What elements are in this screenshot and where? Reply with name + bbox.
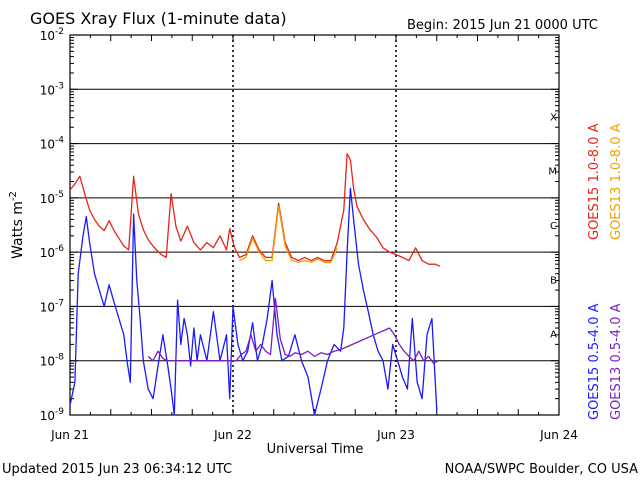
y-tick-base: 10 [40,355,55,369]
credit: NOAA/SWPC Boulder, CO USA [445,462,638,477]
y-tick-label: 10-2 [40,27,64,43]
y-tick-base: 10 [40,29,55,43]
y-axis: 10-910-810-710-610-510-410-310-2 [40,27,559,423]
updated-time: Updated 2015 Jun 23 06:34:12 UTC [2,462,232,477]
y-tick-base: 10 [40,246,55,260]
y-axis-title-sup: -2 [8,191,19,201]
y-tick-label: 10-7 [40,298,64,314]
y-tick-base: 10 [40,83,55,97]
y-tick-base: 10 [40,300,55,314]
x-axis-title: Universal Time [267,442,364,457]
y-tick-label: 10-3 [40,81,64,97]
y-axis-title-text: Watts m [10,201,26,259]
flare-class-labels: A B C M X [548,112,557,340]
begin-time: Begin: 2015 Jun 21 0000 UTC [407,18,598,33]
flare-class-x: X [550,112,557,123]
svg-text:Watts m-2: Watts m-2 [8,191,26,259]
legend-entry-1: GOES15 1.0-8.0 A [587,123,602,240]
gridlines [70,35,559,415]
legend-entry-3: GOES15 0.5-4.0 A [587,303,602,420]
y-tick-label: 10-6 [40,244,65,260]
y-tick-base: 10 [40,192,55,206]
y-axis-title: Watts m-2 [8,191,26,259]
series-line-4 [147,297,439,364]
y-tick-exponent: -3 [55,81,64,91]
x-tick-label: Jun 24 [539,428,578,442]
legend: GOES15 1.0-8.0 A GOES13 1.0-8.0 A GOES15 0… [587,123,624,420]
legend-entry-2: GOES13 1.0-8.0 A [609,123,624,240]
y-tick-base: 10 [40,138,55,152]
y-tick-exponent: -4 [55,136,64,146]
y-tick-base: 10 [40,409,55,423]
legend-entry-4: GOES13 0.5-4.0 A [609,303,624,420]
y-tick-exponent: -2 [55,27,64,37]
y-tick-exponent: -6 [55,244,64,254]
flare-class-c: C [550,221,557,232]
y-tick-exponent: -7 [55,298,64,308]
y-tick-label: 10-4 [40,136,65,152]
y-tick-exponent: -8 [55,353,64,363]
x-tick-label: Jun 23 [376,428,415,442]
chart-title: GOES Xray Flux (1-minute data) [30,9,287,28]
flare-class-a: A [550,330,557,341]
series-lines [69,153,441,416]
x-axis: Jun 21 Jun 22 Jun 23 Jun 24 [50,35,578,442]
flare-class-b: B [550,275,557,286]
flare-class-m: M [548,167,557,178]
y-tick-exponent: -5 [55,190,64,200]
y-tick-label: 10-8 [40,353,65,369]
series-line-3 [69,187,438,416]
series-line-1 [69,153,441,267]
series-line-2 [239,205,338,263]
y-tick-label: 10-5 [40,190,64,206]
x-tick-label: Jun 21 [50,428,89,442]
y-tick-label: 10-9 [40,407,65,423]
y-tick-exponent: -9 [55,407,64,417]
x-tick-label: Jun 22 [213,428,252,442]
